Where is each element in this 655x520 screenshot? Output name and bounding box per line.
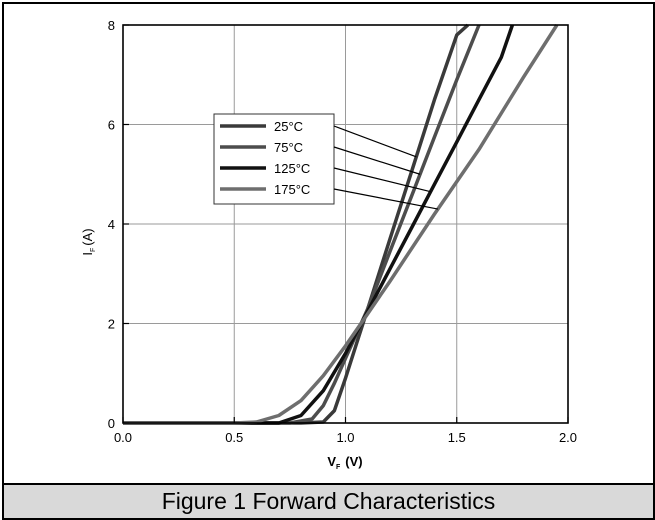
- y-axis-label-unit: (A): [80, 228, 95, 245]
- legend-label: 25°C: [274, 119, 303, 134]
- y-tick-label: 6: [108, 118, 115, 133]
- y-axis-label-sub: F: [90, 248, 97, 252]
- y-tick-label: 0: [108, 416, 115, 431]
- x-axis-label-sub: F: [336, 464, 341, 471]
- y-tick-label: 8: [108, 18, 115, 33]
- legend: 25°C 75°C 125°C 175°C: [213, 113, 439, 210]
- x-tick-label: 0.5: [225, 430, 243, 445]
- legend-leader-line: [333, 167, 431, 193]
- x-tick-label: 1.0: [336, 430, 354, 445]
- x-tick-label: 2.0: [559, 430, 577, 445]
- x-axis-label-main: V: [327, 454, 336, 469]
- y-tick-label: 4: [108, 217, 115, 232]
- axis-ticks: 0.0 0.5 1.0 1.5 2.0 0 2 4 6 8: [108, 18, 577, 445]
- legend-box: [213, 113, 335, 205]
- legend-leader-line: [333, 125, 417, 158]
- x-tick-label: 1.5: [448, 430, 466, 445]
- x-tick-label: 0.0: [114, 430, 132, 445]
- legend-label: 75°C: [274, 140, 303, 155]
- x-axis-label: VF (V): [327, 454, 362, 471]
- y-axis-label: IF (A): [80, 228, 97, 255]
- y-axis-label-main: I: [80, 252, 95, 256]
- x-axis-label-unit: (V): [345, 454, 362, 469]
- series-line-4: [123, 24, 559, 425]
- legend-label: 175°C: [274, 182, 310, 197]
- figure-caption: Figure 1 Forward Characteristics: [161, 488, 496, 514]
- y-tick-label: 2: [108, 317, 115, 332]
- series-line-3: [123, 24, 515, 425]
- legend-leader-line: [333, 146, 421, 175]
- legend-leader-line: [333, 188, 439, 210]
- caption-band: Figure 1 Forward Characteristics: [4, 483, 653, 518]
- legend-label: 125°C: [274, 161, 310, 176]
